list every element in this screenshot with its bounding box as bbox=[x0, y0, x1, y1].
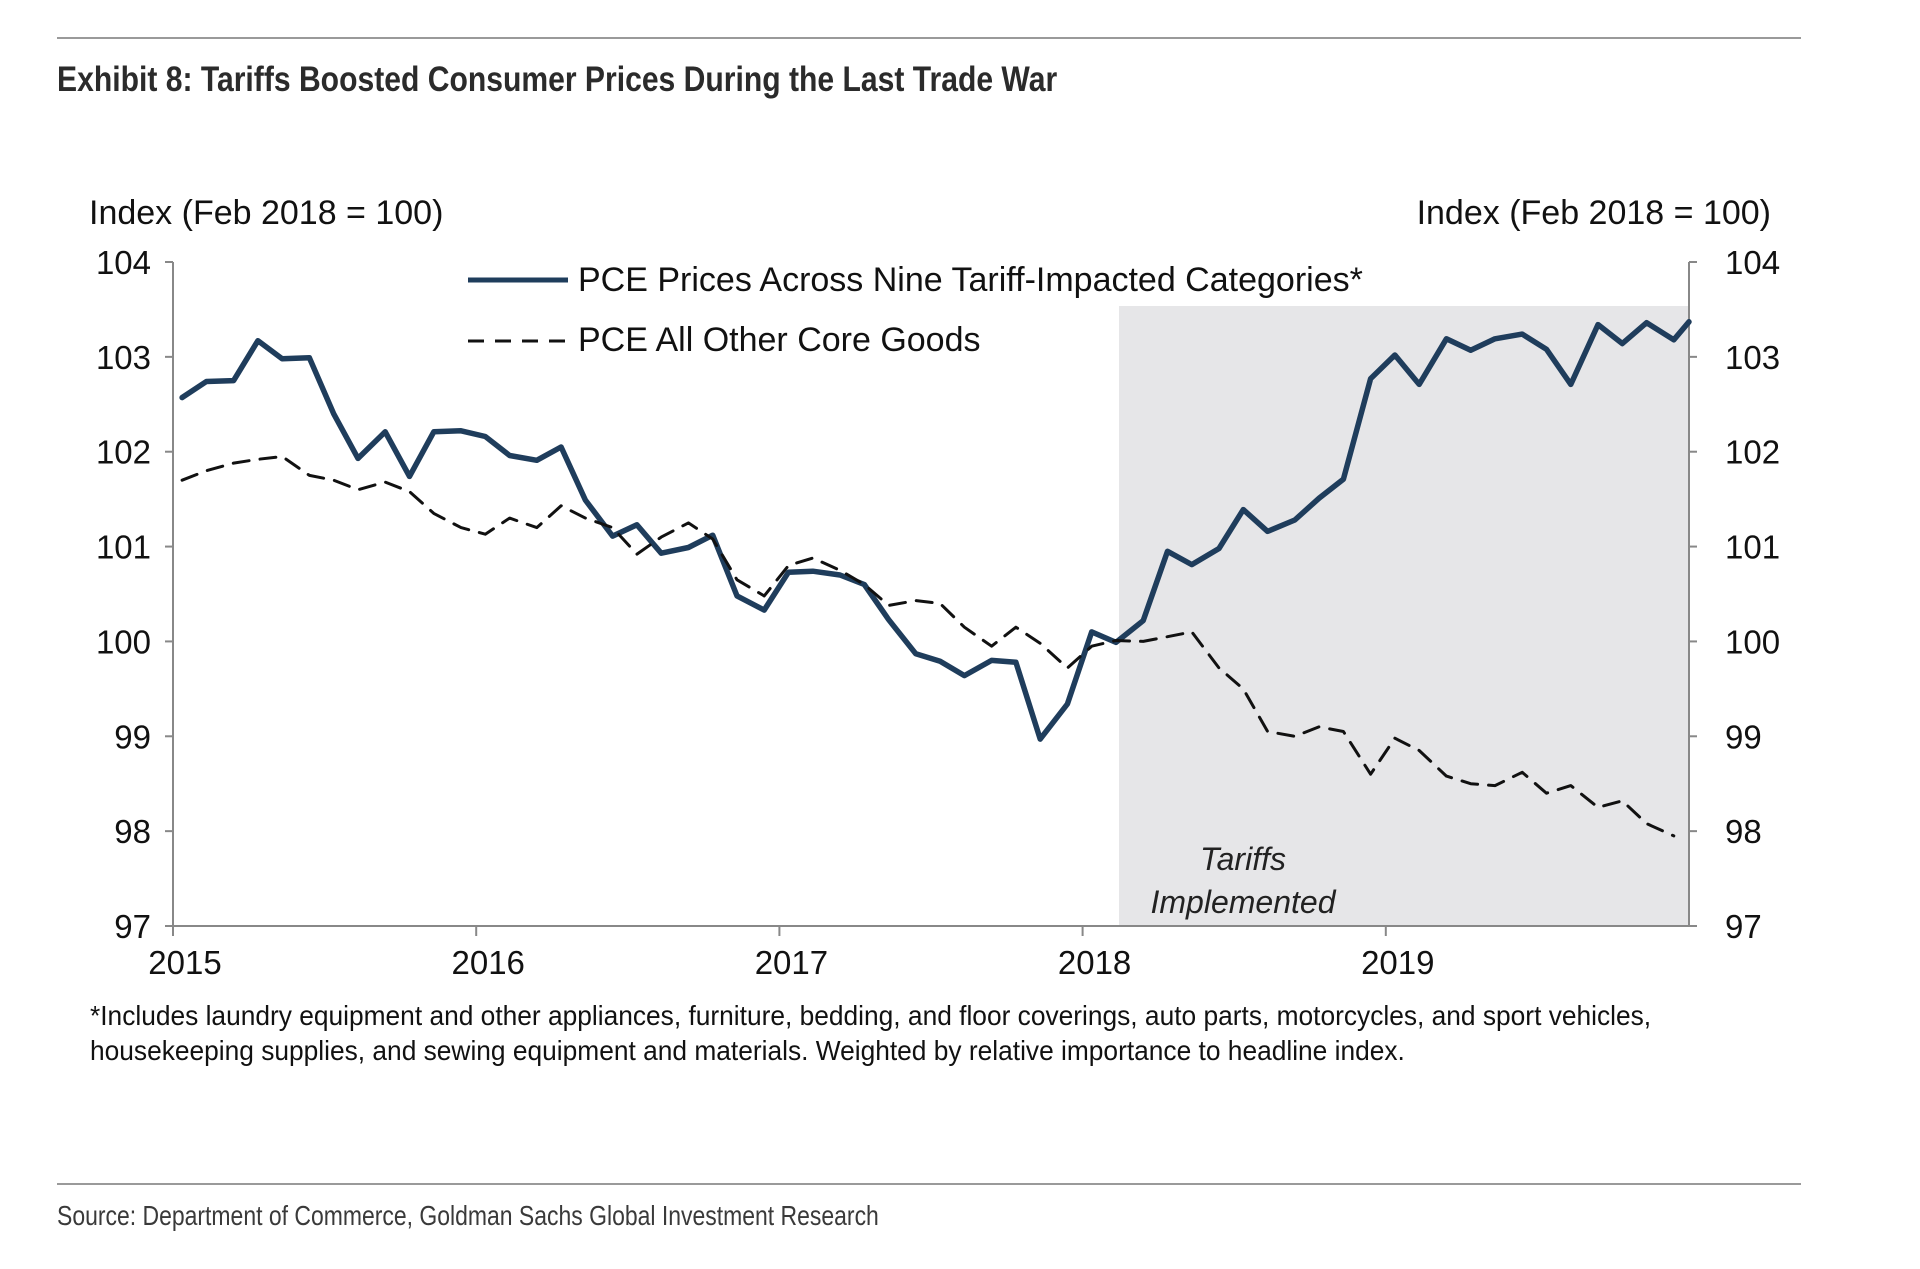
bottom-rule bbox=[57, 1183, 1801, 1185]
left-y-tick-label: 104 bbox=[96, 244, 151, 281]
x-tick-label: 2019 bbox=[1361, 944, 1434, 981]
right-y-tick-label: 97 bbox=[1725, 908, 1762, 945]
right-y-tick-label: 99 bbox=[1725, 718, 1762, 755]
legend: PCE Prices Across Nine Tariff-Impacted C… bbox=[468, 261, 1363, 359]
footnote: *Includes laundry equipment and other ap… bbox=[90, 1000, 1652, 1066]
right-y-tick-label: 103 bbox=[1725, 339, 1780, 376]
x-tick-label: 2017 bbox=[755, 944, 828, 981]
left-y-tick-label: 101 bbox=[96, 529, 151, 566]
legend-label-tariff: PCE Prices Across Nine Tariff-Impacted C… bbox=[578, 261, 1363, 299]
right-y-tick-label: 104 bbox=[1725, 244, 1780, 281]
x-tick-label: 2015 bbox=[148, 944, 221, 981]
chart-title: Exhibit 8: Tariffs Boosted Consumer Pric… bbox=[57, 60, 1058, 99]
right-y-tick-label: 100 bbox=[1725, 623, 1780, 660]
left-y-tick-label: 100 bbox=[96, 623, 151, 660]
legend-label-core: PCE All Other Core Goods bbox=[578, 321, 981, 359]
tariff-shaded-region bbox=[1118, 306, 1689, 926]
left-y-tick-label: 102 bbox=[96, 434, 151, 471]
right-y-tick-label: 102 bbox=[1725, 434, 1780, 471]
left-axis-label: Index (Feb 2018 = 100) bbox=[89, 194, 443, 232]
series-line-tariff-categories bbox=[179, 319, 1692, 742]
right-y-tick-label: 98 bbox=[1725, 813, 1762, 850]
left-y-tick-label: 98 bbox=[114, 813, 151, 850]
shade-label-line1: Tariffs bbox=[1200, 841, 1286, 877]
left-y-tick-label: 99 bbox=[114, 718, 151, 755]
left-y-tick-label: 97 bbox=[114, 908, 151, 945]
shade-label-line2: Implemented bbox=[1151, 884, 1337, 920]
right-axis-label: Index (Feb 2018 = 100) bbox=[1417, 194, 1771, 232]
left-y-tick-label: 103 bbox=[96, 339, 151, 376]
x-tick-label: 2016 bbox=[451, 944, 524, 981]
x-tick-label: 2018 bbox=[1058, 944, 1131, 981]
source-note: Source: Department of Commerce, Goldman … bbox=[57, 1200, 879, 1231]
top-rule bbox=[57, 37, 1801, 39]
right-y-tick-label: 101 bbox=[1725, 529, 1780, 566]
series-line-core-goods bbox=[180, 455, 1676, 838]
